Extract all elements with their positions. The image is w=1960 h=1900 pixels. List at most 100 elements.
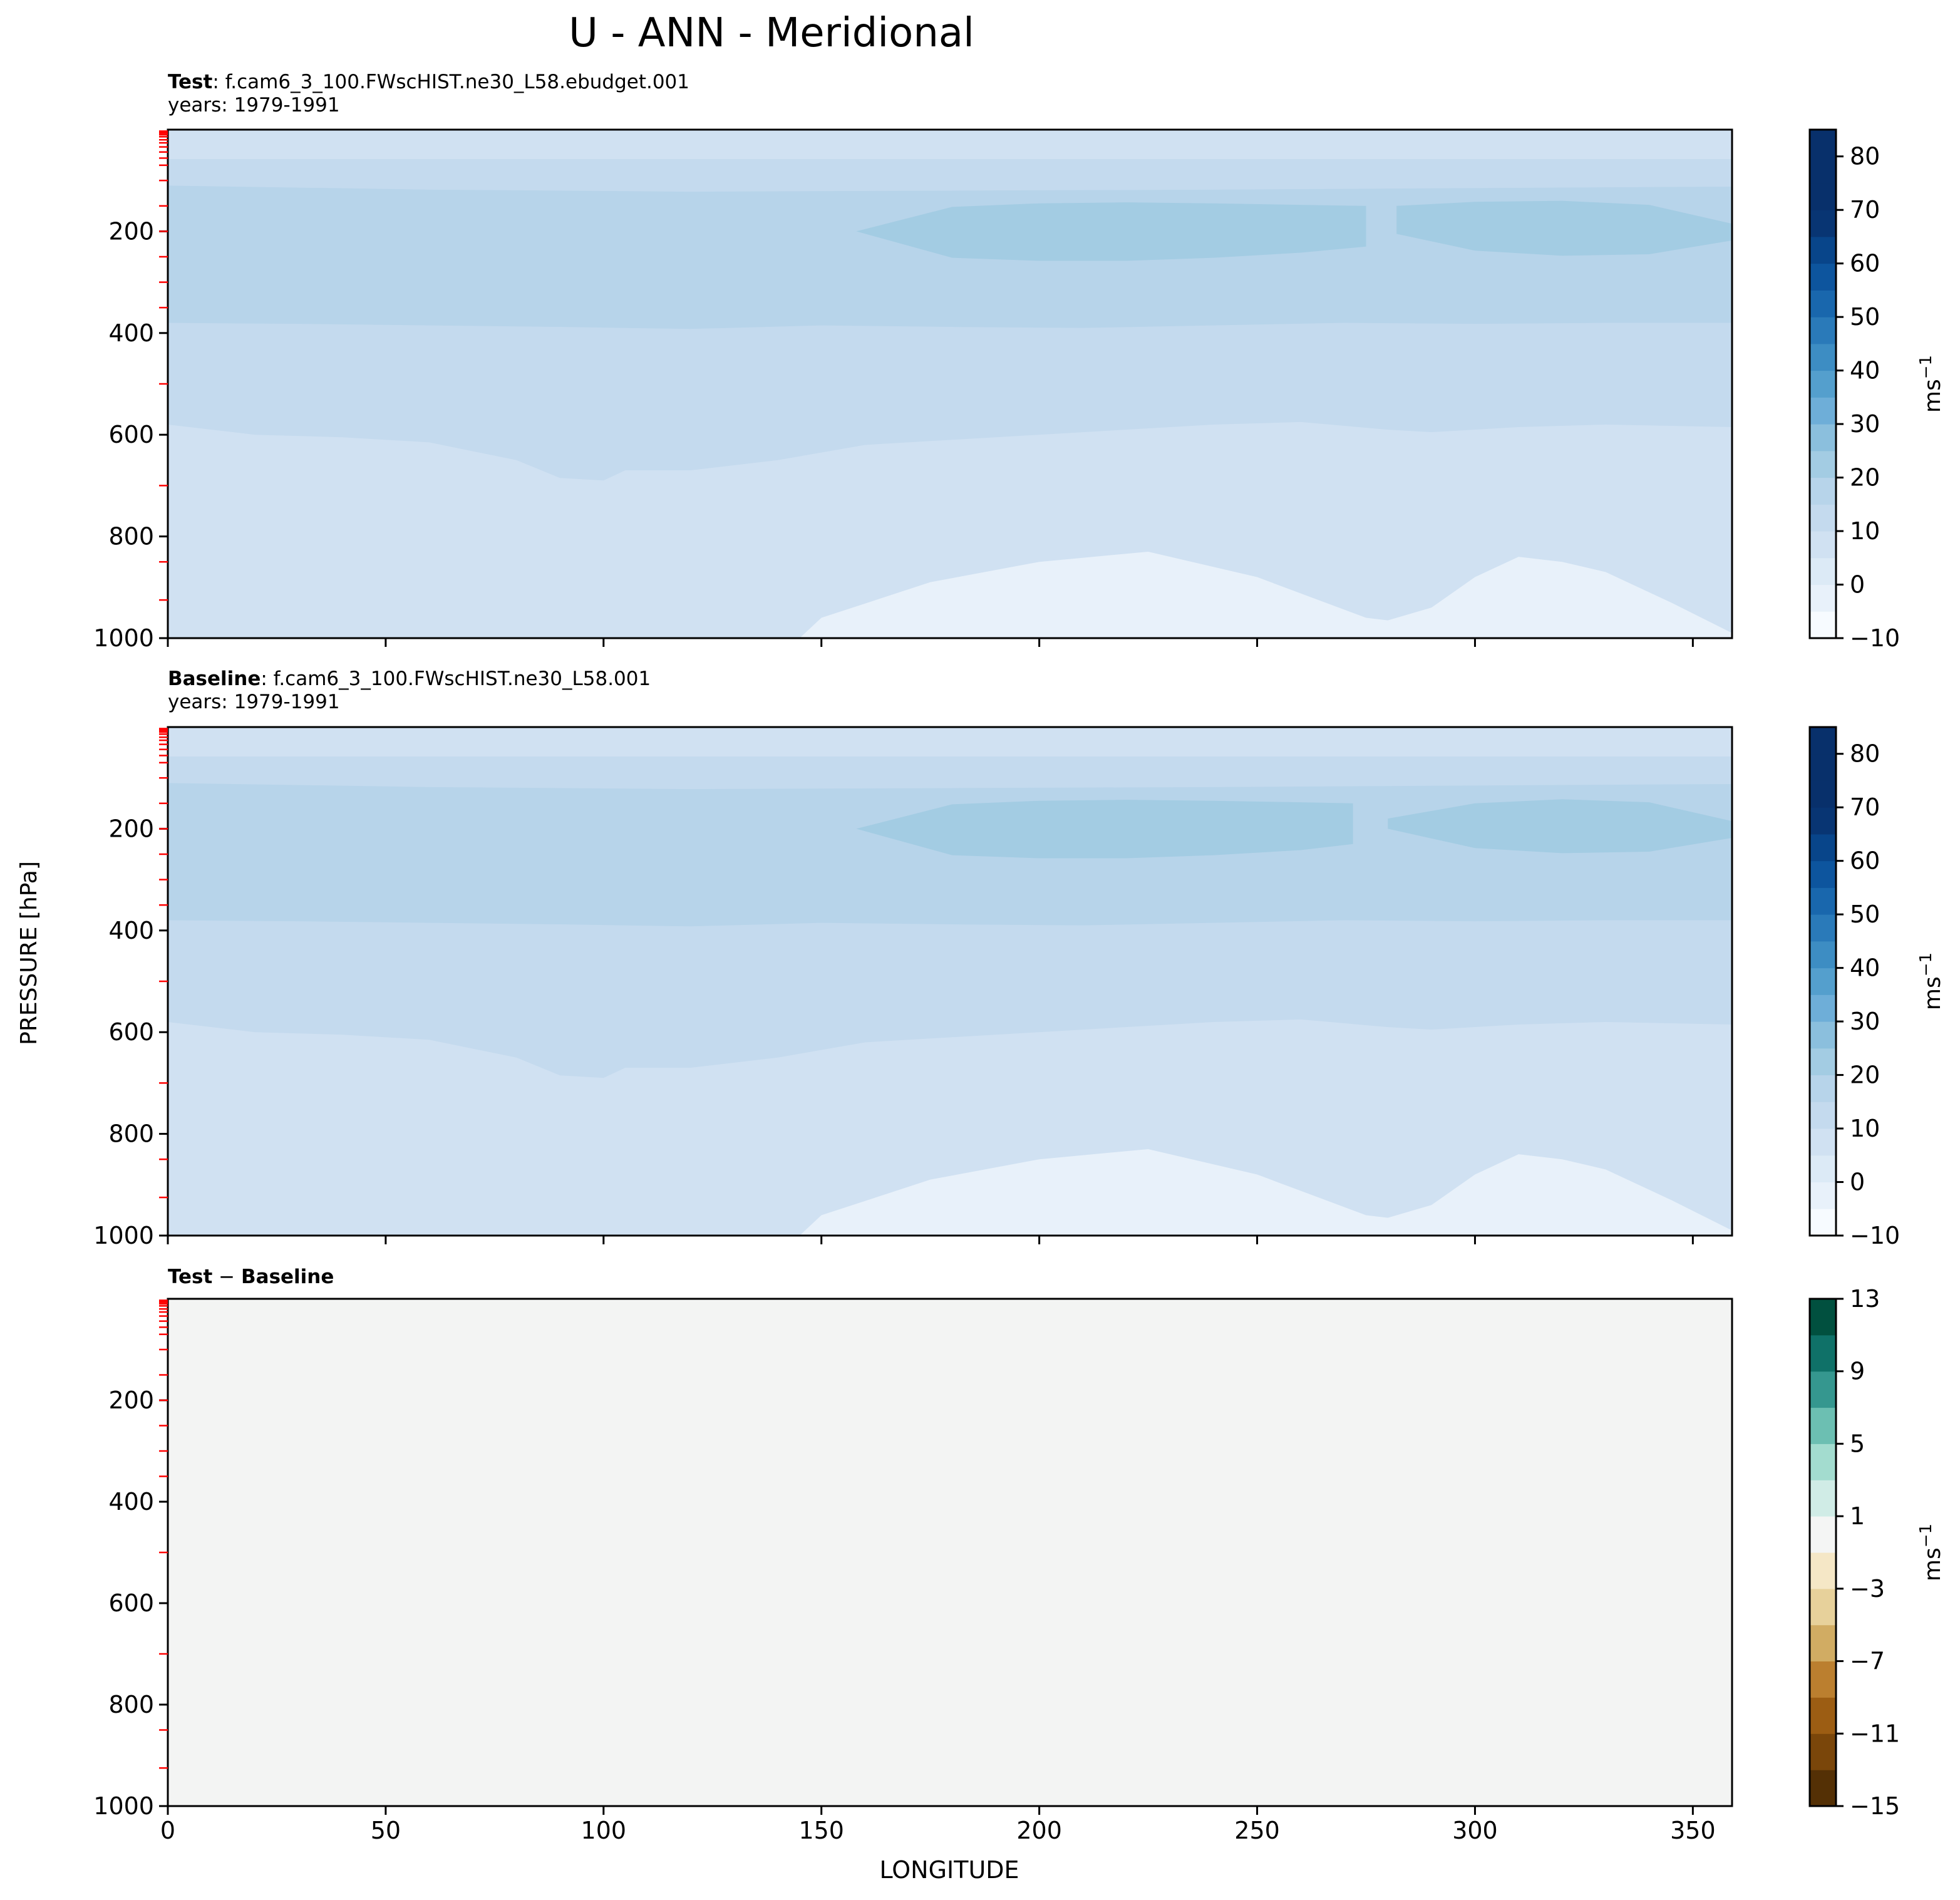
colorbar-tick-label: 80 xyxy=(1850,740,1880,768)
panel-test: Test: f.cam6_3_100.FWscHIST.ne30_L58.ebu… xyxy=(93,71,1946,652)
colorbar-segment xyxy=(1810,1588,1836,1626)
contour-band-0-5 xyxy=(168,551,1732,638)
colorbar-tick-label: 50 xyxy=(1850,901,1880,928)
jet-core-west xyxy=(856,202,1366,261)
y-tick-label: 600 xyxy=(108,1589,154,1617)
colorbar-segment xyxy=(1810,753,1836,781)
y-tick-label: 200 xyxy=(108,217,154,245)
colorbar-frame xyxy=(1808,1298,1837,1807)
colorbar-segment xyxy=(1810,263,1836,291)
colorbar-tick-label: −11 xyxy=(1850,1720,1900,1747)
x-tick-label: 100 xyxy=(581,1817,627,1844)
colorbar-segment xyxy=(1810,397,1836,425)
colorbar-label: ms−1 xyxy=(1917,1524,1946,1581)
colorbar-segment xyxy=(1810,343,1836,371)
colorbar-segment xyxy=(1810,504,1836,532)
colorbar-tick-label: 30 xyxy=(1850,410,1880,438)
colorbar-tick-label: 0 xyxy=(1850,571,1865,599)
contour-fill xyxy=(168,130,1732,638)
y-tick-label: 1000 xyxy=(93,624,154,652)
colorbar-segment xyxy=(1810,1443,1836,1480)
x-tick-label: 200 xyxy=(1016,1817,1062,1844)
band-stratosphere xyxy=(168,130,1732,160)
colorbar-segment xyxy=(1810,370,1836,398)
y-tick-label: 800 xyxy=(108,1691,154,1718)
colorbar-segment xyxy=(1810,477,1836,505)
colorbar-frame xyxy=(1808,726,1837,1237)
colorbar-tick-label: 10 xyxy=(1850,517,1880,545)
colorbar-tick-label: −10 xyxy=(1850,1222,1900,1249)
panel-title-bold2: Baseline xyxy=(241,1266,334,1288)
colorbar-tick-label: 30 xyxy=(1850,1008,1880,1035)
jet-core-west xyxy=(856,800,1353,859)
colorbar-segment xyxy=(1810,317,1836,344)
colorbar-segment xyxy=(1810,424,1836,452)
colorbar-label: ms−1 xyxy=(1917,953,1946,1010)
y-tick-label: 400 xyxy=(108,319,154,347)
contour-band-5-10 xyxy=(168,1019,1732,1236)
colorbar-tick-label: 60 xyxy=(1850,250,1880,277)
colorbar-tick-label: −3 xyxy=(1850,1575,1885,1603)
colorbar-segment xyxy=(1810,1299,1836,1336)
y-tick-label: 200 xyxy=(108,815,154,842)
colorbar-tick-label: 20 xyxy=(1850,464,1880,492)
colorbar: −15 −11 −7 −3 1 5 9 13 ms−1 xyxy=(1808,1285,1946,1820)
jet-core-east xyxy=(1396,200,1732,256)
colorbar-segment xyxy=(1810,1516,1836,1553)
y-axis-label: PRESSURE [hPa] xyxy=(16,861,42,1045)
panel-title: Test − Baseline xyxy=(168,1266,334,1288)
colorbar-tick-label: 13 xyxy=(1850,1285,1880,1313)
colorbar-segment xyxy=(1810,1182,1836,1209)
y-tick-label: 1000 xyxy=(93,1222,154,1249)
colorbar-segment xyxy=(1810,1552,1836,1589)
colorbar-segment xyxy=(1810,1021,1836,1049)
contour-fill xyxy=(168,727,1732,1236)
x-axis-label: LONGITUDE xyxy=(879,1856,1019,1884)
band-stratosphere xyxy=(168,727,1732,757)
colorbar-frame xyxy=(1808,128,1837,639)
colorbar-tick-label: 20 xyxy=(1850,1061,1880,1089)
colorbar-tick-label: −10 xyxy=(1850,624,1900,652)
figure-title: U - ANN - Meridional xyxy=(569,10,974,56)
panel-title-bold: Test xyxy=(168,1266,213,1288)
colorbar-segment xyxy=(1810,1155,1836,1183)
colorbar: −10 0 10 20 30 40 50 60 70 80 ms−1 xyxy=(1808,726,1946,1249)
y-tick-label: 600 xyxy=(108,421,154,448)
x-tick-label: 150 xyxy=(798,1817,844,1844)
colorbar-tick-label: 40 xyxy=(1850,357,1880,385)
contour-fill xyxy=(168,1299,1732,1806)
colorbar-segment xyxy=(1810,1102,1836,1129)
colorbar: −10 0 10 20 30 40 50 60 70 80 ms−1 xyxy=(1808,128,1946,652)
colorbar-tick-label: 0 xyxy=(1850,1169,1865,1196)
panel-subtitle: years: 1979-1991 xyxy=(168,94,340,116)
colorbar-segment xyxy=(1810,1371,1836,1408)
y-tick-label: 1000 xyxy=(93,1792,154,1820)
panel-subtitle: years: 1979-1991 xyxy=(168,691,340,713)
panel-title: Test: f.cam6_3_100.FWscHIST.ne30_L58.ebu… xyxy=(168,71,689,93)
panel-title-bold: Baseline xyxy=(168,668,260,690)
colorbar-segment xyxy=(1810,834,1836,862)
colorbar-segment xyxy=(1810,210,1836,237)
colorbar-tick-label: 70 xyxy=(1850,196,1880,224)
colorbar-segment xyxy=(1810,1335,1836,1372)
y-tick-label: 400 xyxy=(108,1488,154,1515)
colorbar-segment xyxy=(1810,236,1836,264)
contour-band-5-10 xyxy=(168,421,1732,638)
x-tick-label: 0 xyxy=(160,1817,175,1844)
colorbar-tick-label: 40 xyxy=(1850,954,1880,982)
colorbar-label: ms−1 xyxy=(1917,355,1946,413)
colorbar-segment xyxy=(1810,584,1836,612)
y-tick-label: 800 xyxy=(108,1120,154,1148)
y-tick-label: 200 xyxy=(108,1386,154,1414)
colorbar-segment xyxy=(1810,1770,1836,1807)
y-tick-label: 800 xyxy=(108,523,154,550)
colorbar-tick-label: 9 xyxy=(1850,1358,1865,1385)
colorbar-segment xyxy=(1810,1407,1836,1444)
colorbar-segment xyxy=(1810,1480,1836,1517)
colorbar-segment xyxy=(1810,450,1836,478)
colorbar-segment xyxy=(1810,887,1836,915)
panel-title-sep: − xyxy=(212,1266,241,1288)
colorbar-segment xyxy=(1810,611,1836,639)
contour-band--1-1 xyxy=(168,1299,1732,1806)
